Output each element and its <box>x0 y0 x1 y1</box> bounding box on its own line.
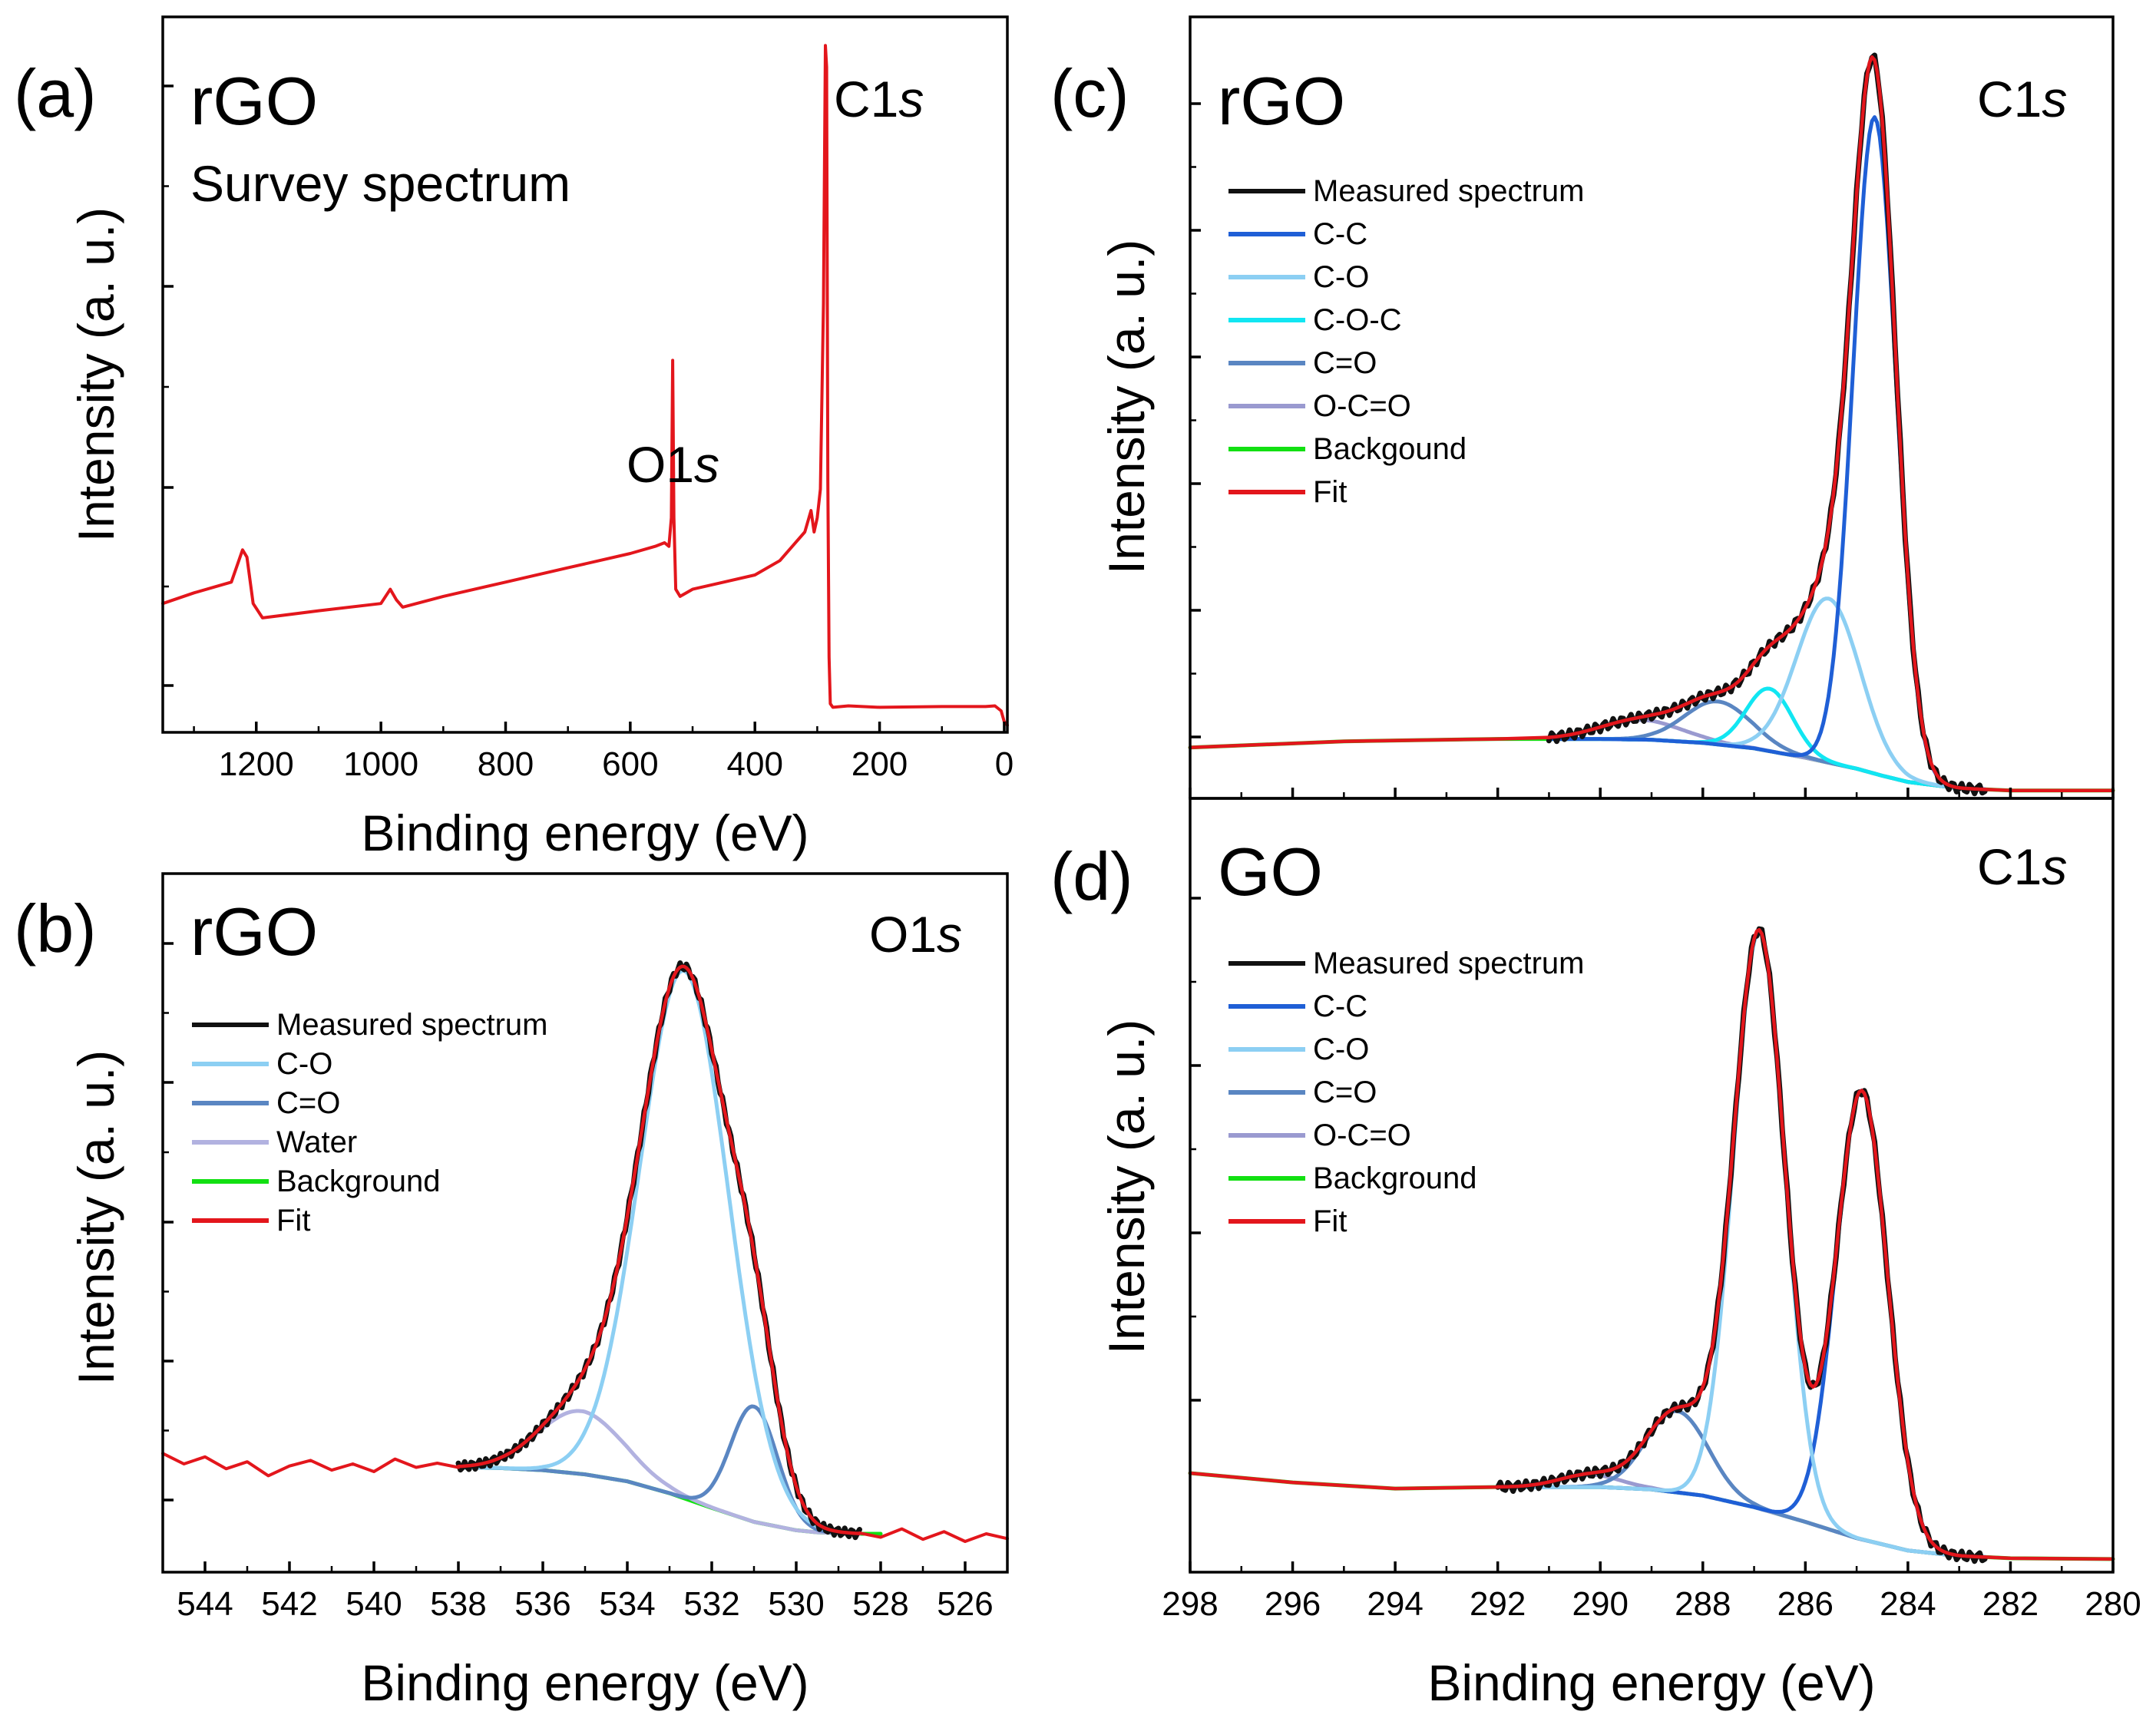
panel-d-xtick-label: 286 <box>1777 1585 1834 1623</box>
panel-b-legend-label: Water <box>276 1125 357 1159</box>
panel-c-legend-label: C-C <box>1313 217 1367 251</box>
panel-c-ylabel: Intensity (a. u.) <box>1098 240 1155 575</box>
panel-b-xlabel: Binding energy (eV) <box>361 1654 808 1711</box>
panel-d-ticks: 298 296 294 292 290 288 286 284 282 280 <box>1162 897 2141 1623</box>
panel-d-xtick-label: 292 <box>1470 1585 1526 1623</box>
panel-d-label: (d) <box>1050 838 1133 914</box>
panel-c-tail-1 <box>1982 788 2115 793</box>
panel-c-legend-label: Backgound <box>1313 432 1467 466</box>
panel-b-legend-label: Measured spectrum <box>276 1008 547 1042</box>
panel-d-region: C1s <box>1977 838 2067 895</box>
panel-c-legend-label: C-O-C <box>1313 303 1402 337</box>
panel-b-xtick-label: 538 <box>430 1585 486 1623</box>
panel-b-curves <box>161 960 1009 1543</box>
panel-d-sample-title: GO <box>1218 834 1323 910</box>
panel-a-ticks: 1200 1000 800 600 400 200 0 <box>163 84 1014 783</box>
panel-b-legend-label: Fit <box>276 1204 310 1237</box>
panel-b-xtick-label: 542 <box>261 1585 317 1623</box>
panel-d-xlabel: Binding energy (eV) <box>1427 1654 1875 1711</box>
panel-c-region: C1s <box>1977 71 2067 127</box>
panel-a-xtick-label: 400 <box>727 745 783 783</box>
panel-b-xtick-label: 526 <box>937 1585 993 1623</box>
panel-a-xlabel: Binding energy (eV) <box>361 805 808 861</box>
panel-d-legend-label: C-O <box>1313 1033 1369 1066</box>
panel-a-sample-title: rGO <box>190 63 318 139</box>
panel-d-legend-label: Fit <box>1313 1204 1347 1238</box>
panel-a-c1s-annotation: C1s <box>834 71 924 127</box>
panel-c-legend-label: C-O <box>1313 260 1369 294</box>
panel-d-legend-label: O-C=O <box>1313 1118 1411 1152</box>
panel-d-xtick-label: 296 <box>1265 1585 1321 1623</box>
panel-d-legend-label: Measured spectrum <box>1313 947 1584 980</box>
panel-d-legend-label: C-C <box>1313 990 1367 1023</box>
panel-b-sample-title: rGO <box>190 894 318 970</box>
panel-d-curves <box>1188 926 2115 1564</box>
panel-d-xtick-label: 290 <box>1572 1585 1629 1623</box>
panel-c-curves <box>1188 52 2115 797</box>
panel-a-xtick-label: 1000 <box>343 745 418 783</box>
panel-d-tail-0 <box>1188 1471 1500 1491</box>
panel-d-legend-label: Background <box>1313 1161 1476 1195</box>
panel-c-background-line <box>1188 737 2115 793</box>
panel-c-fit-line <box>1547 55 1987 791</box>
panel-b-label: (b) <box>14 890 97 966</box>
panel-c-legend: Measured spectrum C-C C-O C-O-C C=O O-C=O Back… <box>1228 174 1584 509</box>
panel-a-xtick-label: 200 <box>851 745 908 783</box>
panel-a-xtick-label: 800 <box>478 745 534 783</box>
panel-c-legend-label: Measured spectrum <box>1313 174 1584 208</box>
panel-a-o1s-annotation: O1s <box>627 436 719 493</box>
panel-d-xtick-label: 288 <box>1675 1585 1731 1623</box>
panel-a-frame <box>161 15 1009 734</box>
panel-b-xtick-label: 544 <box>177 1585 233 1623</box>
panel-d-tail-1 <box>1982 1555 2115 1561</box>
panel-a-label: (a) <box>14 55 97 131</box>
panel-b-xtick-label: 528 <box>852 1585 908 1623</box>
panel-a-curves <box>161 44 1009 727</box>
panel-a-subtitle: Survey spectrum <box>190 155 570 212</box>
panel-d-ylabel: Intensity (a. u.) <box>1098 1019 1155 1355</box>
panel-d-xtick-label: 280 <box>2085 1585 2141 1623</box>
panel-c-legend-label: Fit <box>1313 475 1347 509</box>
panel-c: (c) rGO C1s Measured spectrum C-C C-O C-O-C… <box>1050 15 2115 800</box>
panel-d-fit-line <box>1496 927 1987 1559</box>
panel-d-legend-label: C=O <box>1313 1075 1377 1109</box>
panel-b-tail-0 <box>161 1452 460 1478</box>
panel-b-region: O1s <box>869 906 962 963</box>
panel-a-xtick-label: 600 <box>602 745 658 783</box>
panel-a-ylabel: Intensity (a. u.) <box>68 207 124 543</box>
panel-b-legend: Measured spectrum C-O C=O Water Background Fi… <box>192 1008 547 1237</box>
panel-b-xtick-label: 536 <box>514 1585 570 1623</box>
panel-b-xtick-label: 530 <box>768 1585 824 1623</box>
panel-b-legend-label: C-O <box>276 1047 332 1081</box>
panel-c-label: (c) <box>1050 55 1129 131</box>
panel-b-xtick-label: 534 <box>599 1585 655 1623</box>
panel-b-ylabel: Intensity (a. u.) <box>68 1050 124 1386</box>
panel-a-xtick-label: 1200 <box>219 745 294 783</box>
panel-a: 1200 1000 800 600 400 200 0 (a) rGO Survey spe… <box>14 15 1014 861</box>
panel-b-ticks: 544 542 540 538 536 534 532 530 528 526 <box>161 942 1009 1623</box>
panel-b: 544 542 540 538 536 534 532 530 528 526 (b) rGO O… <box>14 872 1009 1711</box>
panel-a-xtick-label: 0 <box>995 745 1014 783</box>
panel-d-xtick-label: 282 <box>1982 1585 2039 1623</box>
panel-c-ticks <box>1189 102 2115 798</box>
panel-c-legend-label: O-C=O <box>1313 389 1411 423</box>
panel-b-xtick-label: 540 <box>346 1585 402 1623</box>
panel-b-fit-line <box>456 964 861 1535</box>
panel-a-survey-line <box>161 44 1009 727</box>
panel-d-xtick-label: 284 <box>1880 1585 1936 1623</box>
panel-d-measured-line <box>1495 926 1988 1564</box>
panel-b-tail-1 <box>858 1527 1009 1543</box>
panel-b-legend-label: C=O <box>276 1086 340 1120</box>
panel-d-xtick-label: 294 <box>1367 1585 1423 1623</box>
panel-b-legend-label: Background <box>276 1165 440 1198</box>
panel-d-legend: Measured spectrum C-C C-O C=O O-C=O Backgroun… <box>1228 947 1584 1238</box>
panel-d-xtick-label: 298 <box>1162 1585 1218 1623</box>
panel-c-tail-0 <box>1188 735 1551 750</box>
panel-c-measured-line <box>1546 52 1988 797</box>
panel-c-sample-title: rGO <box>1218 63 1345 139</box>
panel-c-legend-label: C=O <box>1313 346 1377 380</box>
panel-b-xtick-label: 532 <box>683 1585 739 1623</box>
panel-d: 298 296 294 292 290 288 286 284 282 280 (d) GO C1… <box>1050 797 2141 1711</box>
